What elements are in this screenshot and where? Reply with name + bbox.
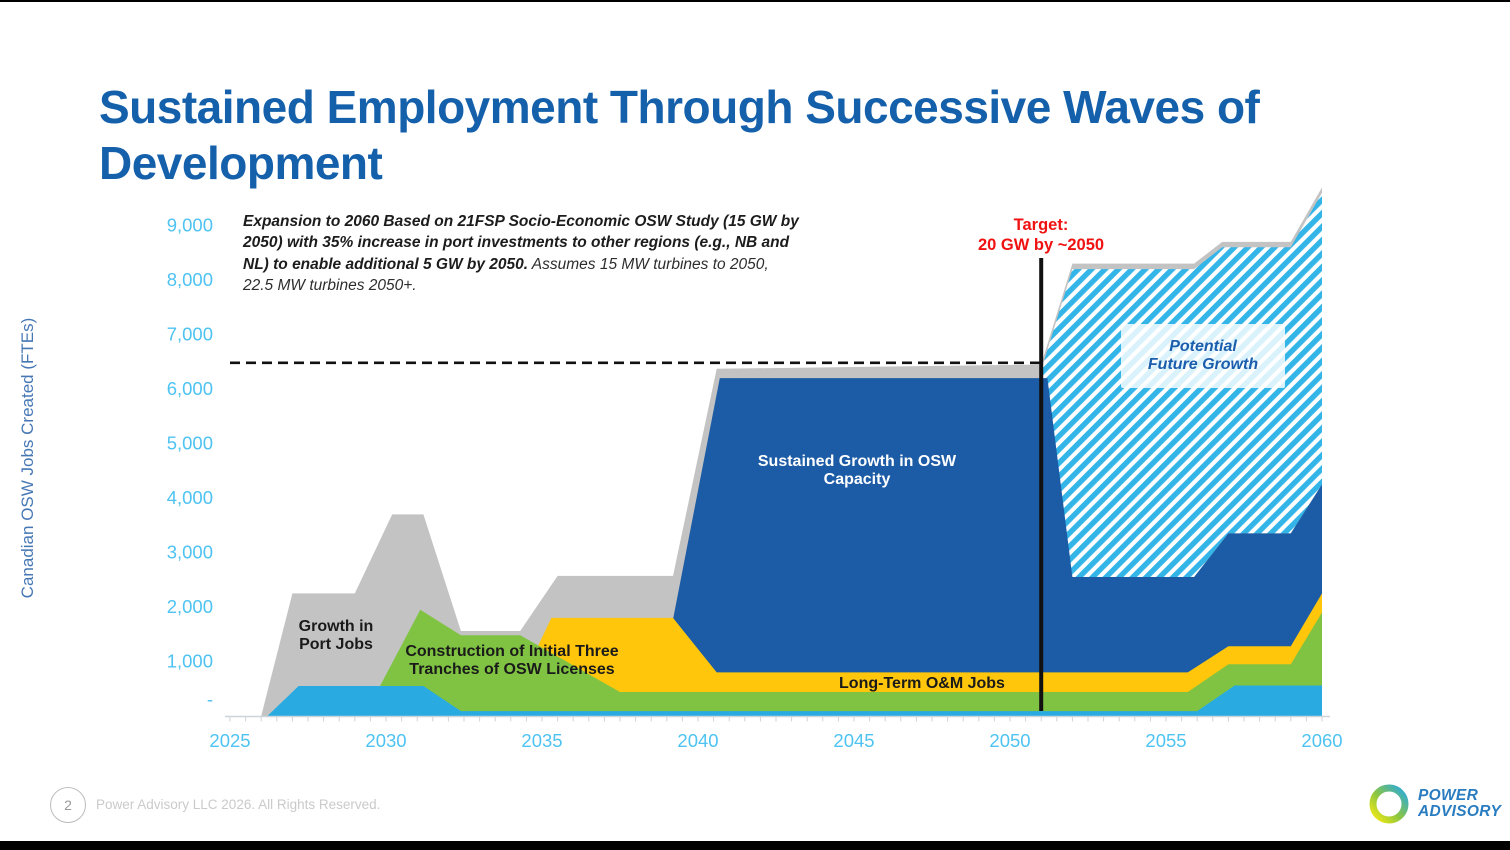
y-tick-label: 4,000: [167, 487, 213, 508]
y-tick-label: 3,000: [167, 542, 213, 563]
x-tick-label: 2040: [677, 730, 718, 751]
y-tick-label: 7,000: [167, 324, 213, 345]
y-tick-label: 5,000: [167, 433, 213, 454]
slide-top-border: [0, 0, 1510, 2]
y-tick-label: 2,000: [167, 596, 213, 617]
x-tick-label: 2055: [1145, 730, 1186, 751]
power-advisory-logo: POWER ADVISORY: [1368, 783, 1501, 825]
area-label-construction: Construction of Initial Three Tranches o…: [405, 643, 619, 678]
x-tick-label: 2035: [521, 730, 562, 751]
y-tick-label: -: [207, 689, 213, 710]
area-label-sustained-growth: Sustained Growth in OSW Capacity: [757, 453, 957, 488]
target-label-line2: 20 GW by ~2050: [977, 235, 1105, 254]
logo-text-line2: ADVISORY: [1418, 803, 1502, 820]
target-label-line1: Target:: [1013, 216, 1069, 234]
y-tick-label: 1,000: [167, 651, 213, 672]
area-label-potential-future-growth: Potential Future Growth: [1121, 324, 1285, 388]
logo-ring-icon: [1369, 784, 1409, 824]
y-axis-title: Canadian OSW Jobs Created (FTEs): [18, 317, 37, 599]
y-tick-label: 9,000: [167, 215, 213, 236]
page-number-badge: 2: [50, 787, 86, 823]
copyright-text: Power Advisory LLC 2026. All Rights Rese…: [96, 797, 381, 812]
area-label-long-term-om: Long-Term O&M Jobs: [839, 675, 1005, 692]
area-sustained-growth-osw-capacity: [654, 378, 1322, 716]
y-tick-label: 8,000: [167, 269, 213, 290]
x-tick-label: 2060: [1301, 730, 1342, 751]
annotation-bold-text: Expansion to 2060 Based on 21FSP Socio-E…: [243, 213, 799, 273]
slide-bottom-bar: [0, 841, 1510, 850]
y-tick-label: 6,000: [167, 378, 213, 399]
annotation-regular-text: Assumes 15 MW turbines to 2050, 22.5 MW …: [243, 255, 769, 295]
x-tick-label: 2050: [989, 730, 1030, 751]
x-tick-label: 2025: [209, 730, 250, 751]
area-early-development-unlabeled: [267, 685, 1322, 716]
x-tick-label: 2030: [365, 730, 406, 751]
target-label: Target: 20 GW by ~2050: [931, 216, 1151, 256]
area-construction-initial-tranches: [364, 609, 1322, 716]
page-title: Sustained Employment Through Successive …: [99, 80, 1260, 189]
area-label-port-jobs: Growth in Port Jobs: [298, 618, 374, 653]
logo-text-line1: POWER: [1418, 787, 1479, 805]
chart-annotation: Expansion to 2060 Based on 21FSP Socio-E…: [243, 211, 803, 297]
area-long-term-om-jobs: [504, 593, 1323, 716]
x-tick-label: 2045: [833, 730, 874, 751]
